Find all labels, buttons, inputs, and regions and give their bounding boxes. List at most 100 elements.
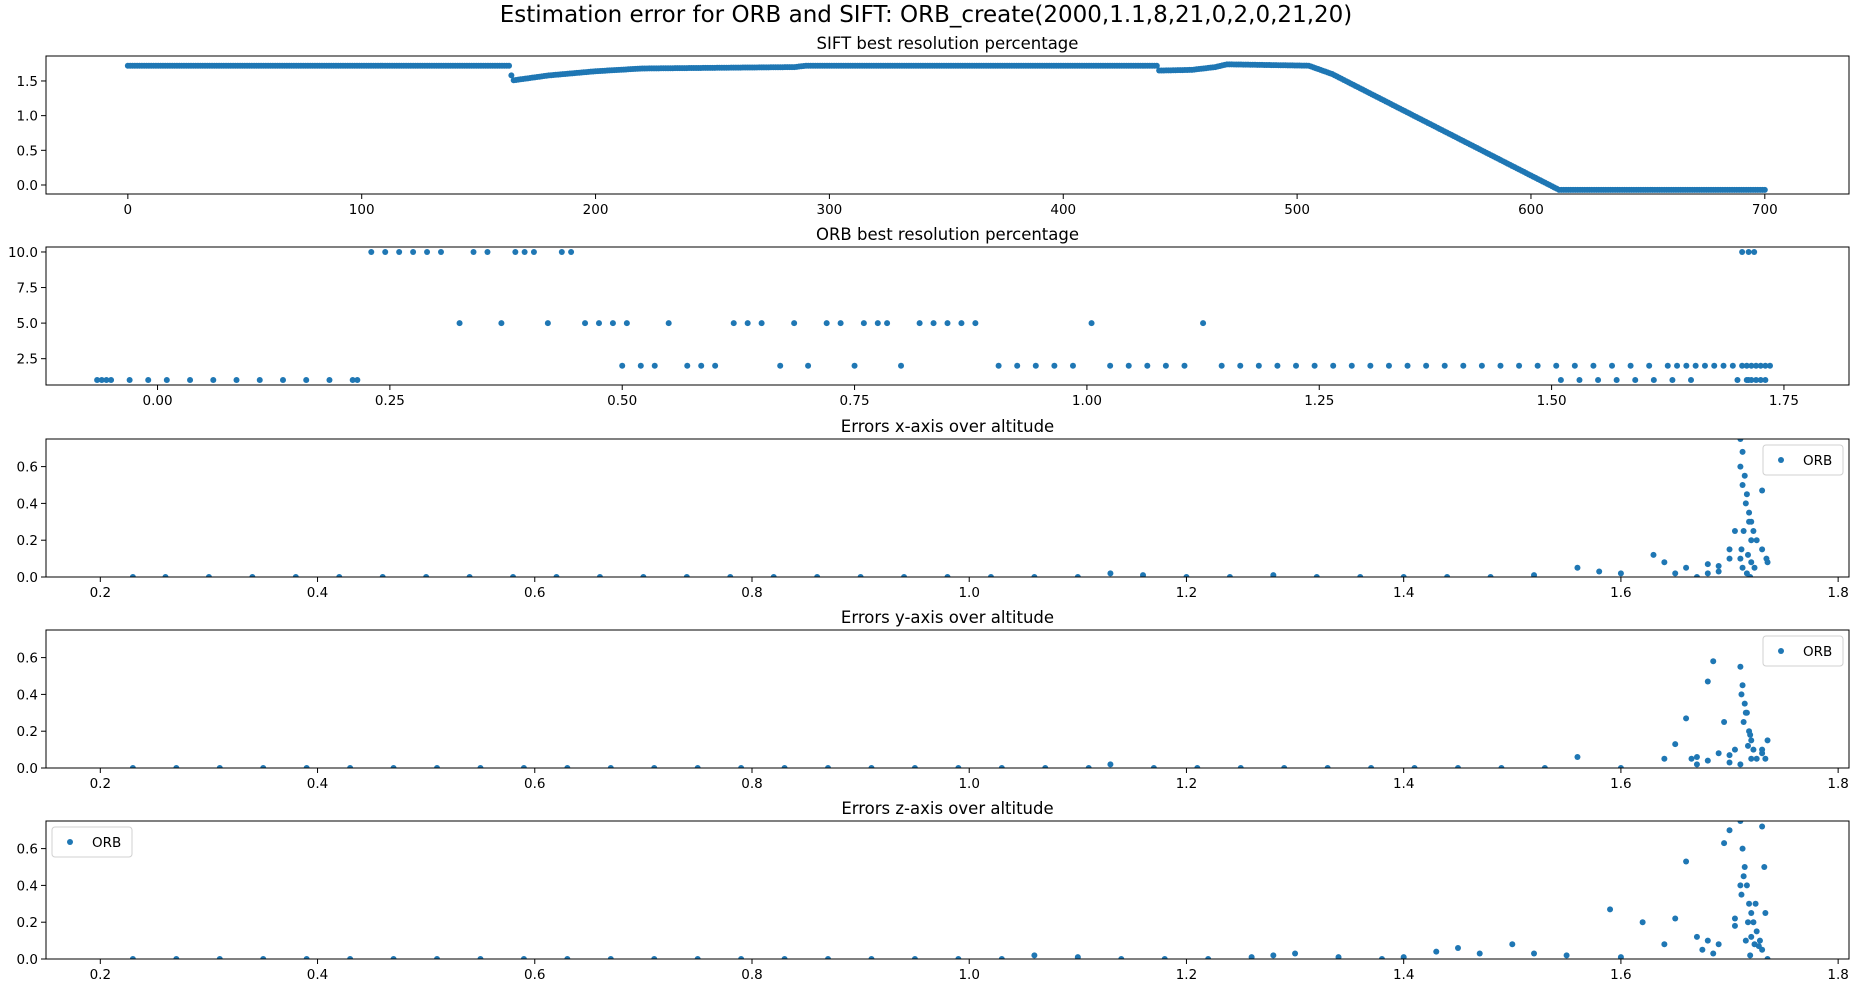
data-point bbox=[995, 362, 1002, 369]
data-point bbox=[944, 574, 951, 577]
data-point bbox=[410, 248, 417, 255]
data-point bbox=[210, 377, 217, 384]
data-point bbox=[521, 248, 528, 255]
data-point bbox=[958, 320, 965, 327]
subplot-3: Errors x-axis over altitude 0.2 0.4 0.6 0.8 1… bbox=[17, 417, 1850, 601]
data-point bbox=[1756, 937, 1763, 944]
data-point bbox=[1531, 950, 1538, 957]
data-point bbox=[530, 248, 537, 255]
data-point bbox=[1683, 858, 1690, 865]
data-point bbox=[1069, 362, 1076, 369]
data-point bbox=[1704, 757, 1711, 764]
data-points bbox=[94, 248, 1773, 384]
data-point bbox=[1742, 500, 1749, 507]
x-tick-label: 1.6 bbox=[1610, 967, 1631, 983]
data-point bbox=[1747, 952, 1754, 959]
y-tick-label: 1.0 bbox=[17, 109, 38, 125]
data-point bbox=[1761, 864, 1768, 870]
data-point bbox=[1107, 570, 1114, 577]
data-point bbox=[1596, 568, 1603, 575]
data-point bbox=[1661, 559, 1668, 566]
y-tick-label: 0.2 bbox=[17, 915, 38, 931]
x-tick-label: 1.50 bbox=[1537, 393, 1567, 409]
data-point bbox=[1683, 564, 1690, 571]
data-point bbox=[1014, 362, 1021, 369]
data-point bbox=[1748, 377, 1755, 384]
data-point bbox=[1741, 700, 1748, 707]
data-point bbox=[1743, 882, 1750, 889]
data-point bbox=[434, 956, 441, 959]
data-point bbox=[1646, 362, 1653, 369]
data-point bbox=[1757, 377, 1764, 384]
data-point bbox=[1737, 439, 1744, 442]
data-point bbox=[623, 320, 630, 327]
y-tick-label: 0.6 bbox=[17, 460, 38, 476]
data-point bbox=[187, 377, 194, 384]
data-point bbox=[582, 320, 589, 327]
data-point bbox=[1661, 941, 1668, 948]
data-point bbox=[1335, 954, 1342, 959]
data-point bbox=[1617, 570, 1624, 577]
data-point bbox=[1161, 956, 1168, 959]
legend: ORB bbox=[51, 826, 133, 858]
data-point bbox=[1755, 943, 1762, 950]
x-tick-label: 0.6 bbox=[524, 585, 545, 601]
data-point bbox=[94, 377, 101, 384]
data-point bbox=[129, 956, 136, 959]
data-point bbox=[1255, 362, 1262, 369]
data-point bbox=[1576, 377, 1583, 384]
data-point bbox=[1460, 362, 1467, 369]
data-point bbox=[379, 574, 386, 577]
data-point bbox=[1454, 765, 1461, 768]
data-point bbox=[738, 956, 745, 959]
data-point bbox=[1650, 377, 1657, 384]
data-point bbox=[1423, 362, 1430, 369]
data-point bbox=[911, 956, 918, 959]
data-point bbox=[1074, 954, 1081, 959]
data-point bbox=[1613, 377, 1620, 384]
data-point bbox=[456, 320, 463, 327]
data-point bbox=[1739, 482, 1746, 488]
x-tick-label: 1.0 bbox=[958, 967, 979, 983]
data-point bbox=[1400, 574, 1407, 577]
data-point bbox=[564, 765, 571, 768]
data-point bbox=[1745, 248, 1752, 255]
data-point bbox=[1478, 362, 1485, 369]
data-point bbox=[860, 320, 867, 327]
data-point bbox=[1574, 753, 1581, 760]
data-point bbox=[1759, 823, 1766, 830]
data-point bbox=[544, 320, 551, 327]
data-point bbox=[326, 377, 333, 384]
data-point bbox=[998, 765, 1005, 768]
data-point bbox=[1498, 765, 1505, 768]
data-point bbox=[738, 765, 745, 768]
data-point bbox=[1153, 62, 1160, 69]
data-point bbox=[1753, 377, 1760, 384]
y-tick-label: 0.5 bbox=[17, 143, 38, 159]
data-point bbox=[1574, 564, 1581, 571]
data-point bbox=[1444, 574, 1451, 577]
data-point bbox=[349, 377, 356, 384]
data-point bbox=[1688, 377, 1695, 384]
x-tick-label: 1.8 bbox=[1827, 776, 1848, 792]
data-point bbox=[1672, 915, 1679, 922]
data-point bbox=[791, 320, 798, 327]
data-point bbox=[1738, 546, 1745, 553]
data-point bbox=[651, 362, 658, 369]
data-point bbox=[607, 765, 614, 768]
data-point bbox=[205, 574, 212, 577]
data-point bbox=[1509, 941, 1516, 948]
data-point bbox=[1674, 362, 1681, 369]
data-point bbox=[1476, 950, 1483, 957]
subplot-2: ORB best resolution percentage 0.00 0.25 0.… bbox=[8, 225, 1850, 409]
data-point bbox=[1140, 572, 1147, 577]
data-point bbox=[1743, 362, 1750, 369]
data-point bbox=[1729, 362, 1736, 369]
data-point bbox=[1032, 362, 1039, 369]
x-tick-label: 1.0 bbox=[958, 776, 979, 792]
data-point bbox=[1181, 362, 1188, 369]
data-point bbox=[1162, 362, 1169, 369]
data-point bbox=[126, 377, 133, 384]
data-point bbox=[1751, 564, 1758, 571]
